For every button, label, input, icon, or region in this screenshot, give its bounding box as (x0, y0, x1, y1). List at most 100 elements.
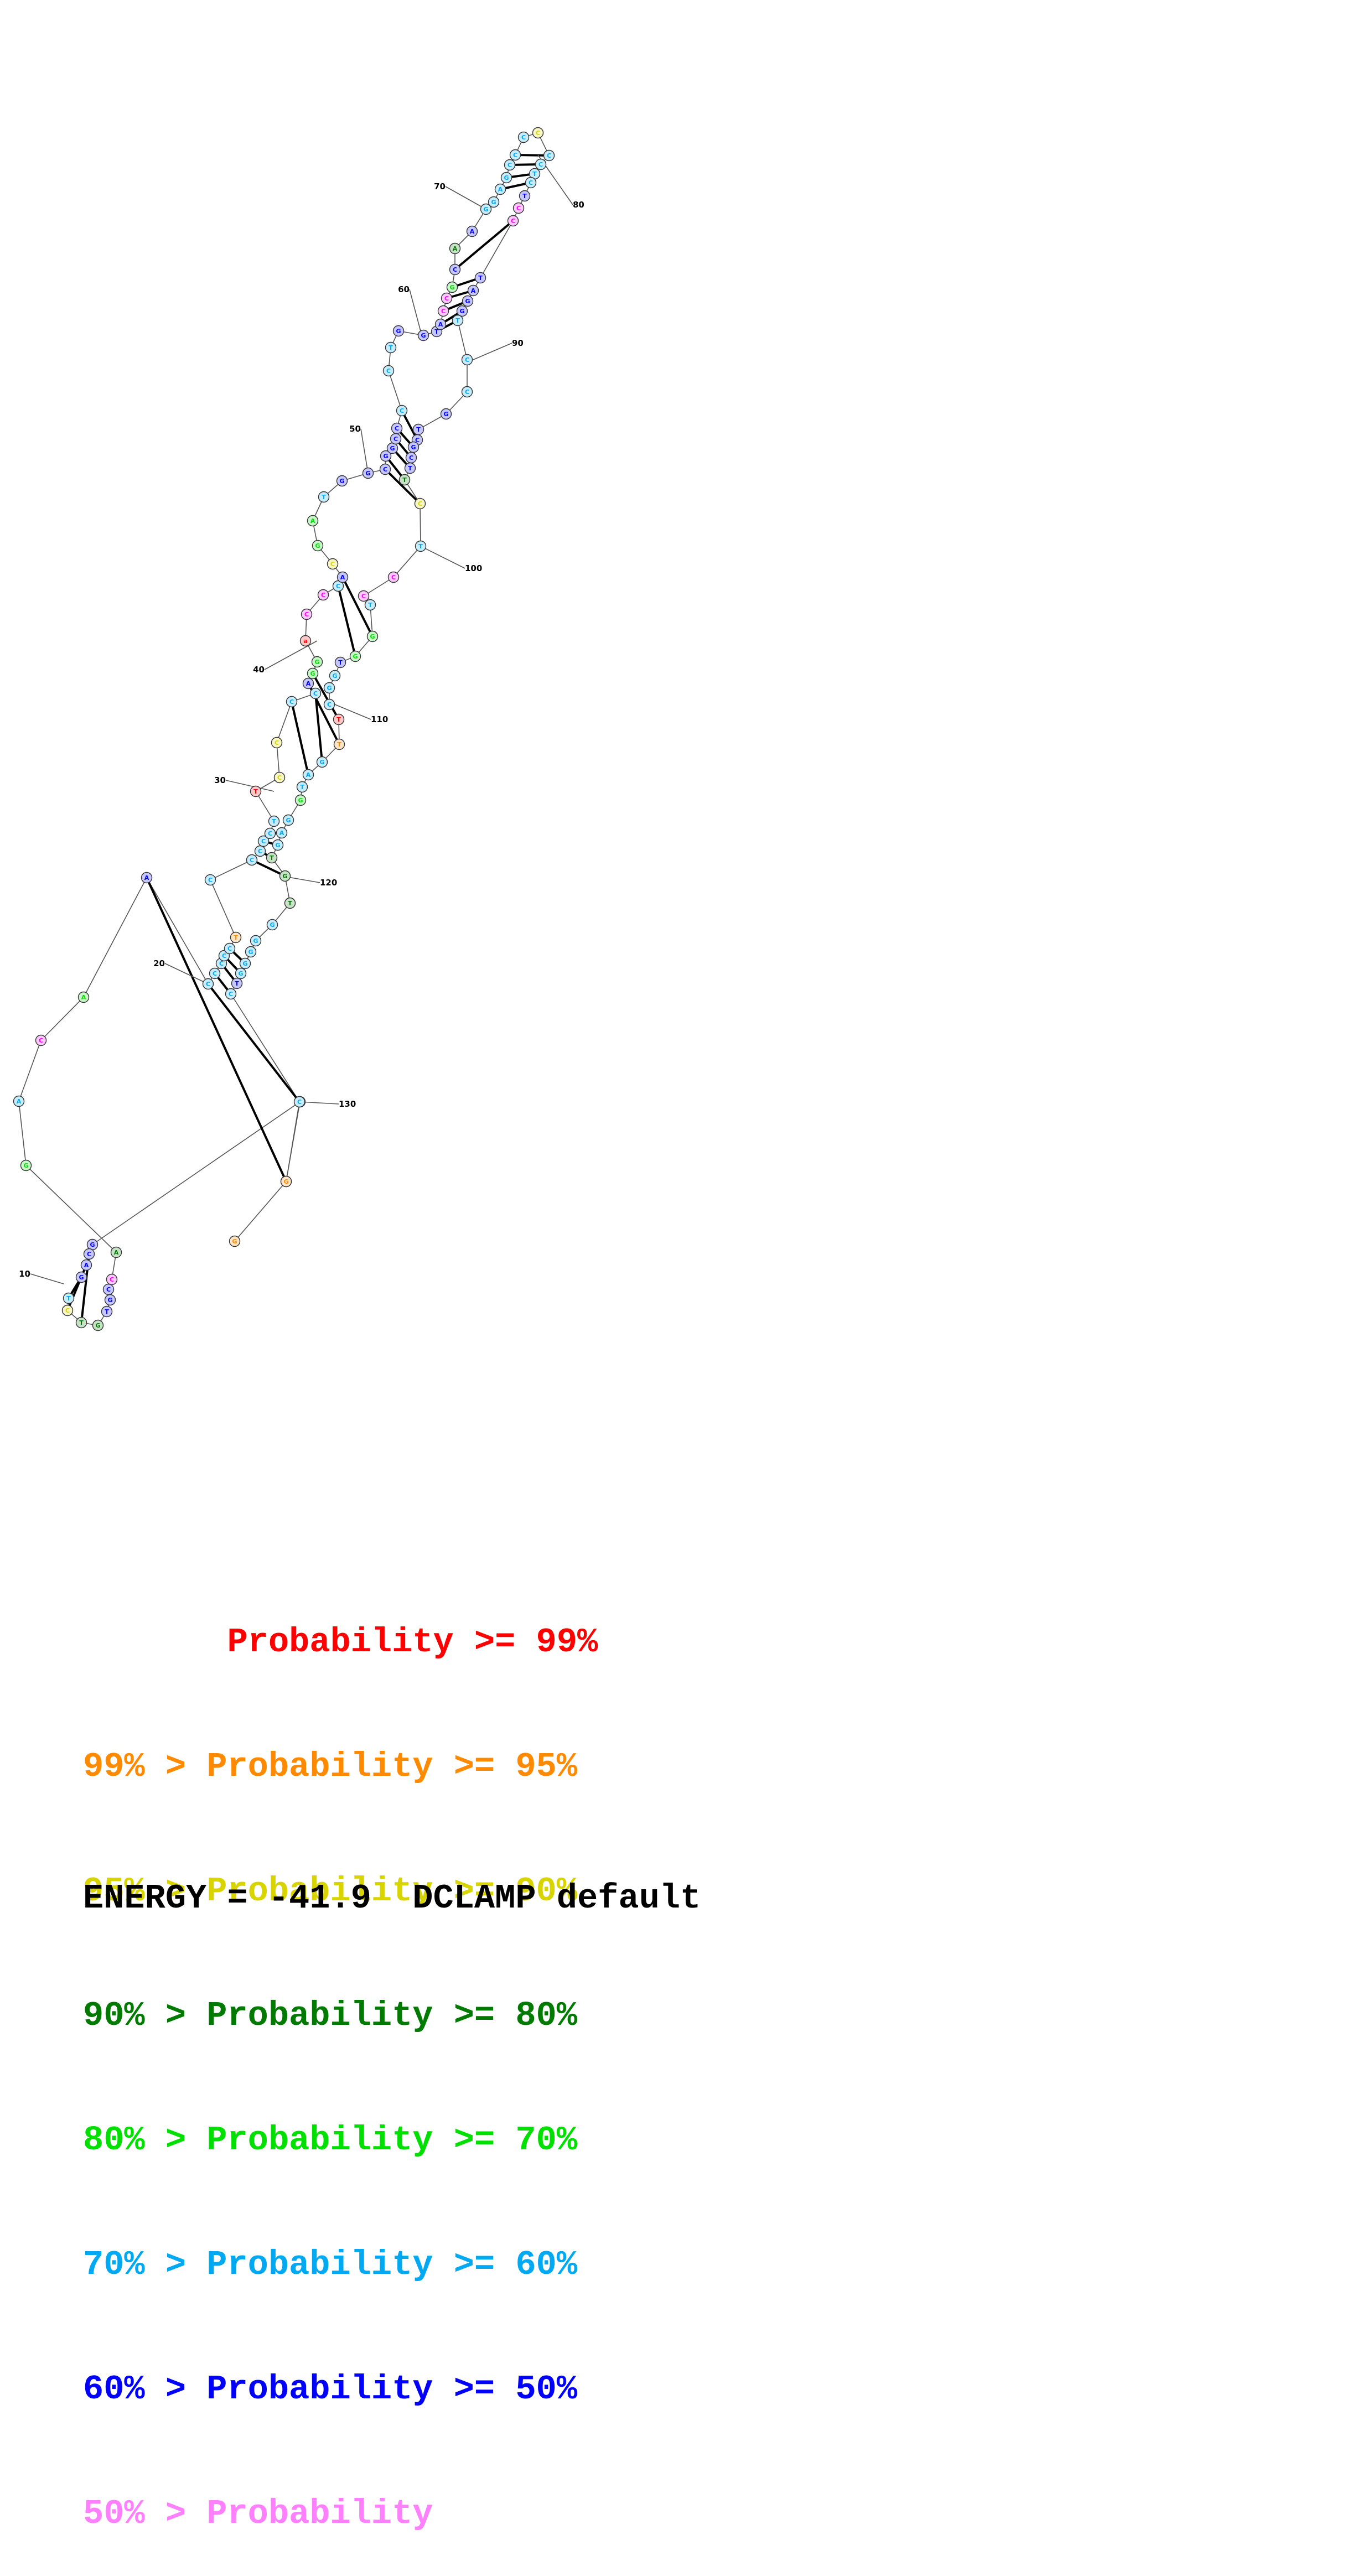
nucleotide: C (543, 149, 555, 162)
nucleotide: A (276, 827, 288, 839)
nucleotide-base-label: C (330, 561, 335, 568)
nucleotide-base-label: T (79, 1319, 84, 1326)
nucleotide-circle (509, 149, 521, 161)
nucleotide: C (405, 452, 417, 464)
nucleotide-base-label: C (409, 454, 413, 462)
position-tick (164, 963, 209, 984)
nucleotide-circle (398, 474, 411, 486)
nucleotide-circle (500, 172, 512, 184)
nucleotide-base-label: T (402, 476, 407, 484)
nucleotide: C (323, 698, 335, 711)
nucleotide-circle (204, 874, 216, 886)
nucleotide: C (273, 771, 286, 784)
nucleotide: G (336, 475, 348, 487)
nucleotide: G (407, 441, 420, 453)
nucleotide-base-label: T (235, 980, 239, 987)
base-pair-bond (337, 585, 356, 657)
nucleotide-base-label: C (261, 838, 266, 845)
legend-line: 50% > Probability (83, 2494, 433, 2533)
backbone-segment (255, 791, 275, 822)
nucleotide: C (449, 263, 461, 276)
nucleotide-base-label: G (107, 1297, 112, 1304)
nucleotide-base-label: G (390, 445, 395, 452)
nucleotide: G (488, 196, 500, 208)
nucleotide-base-label: C (361, 593, 366, 600)
nucleotide-circle (446, 281, 458, 293)
nucleotide: C (293, 1096, 306, 1108)
nucleotide-base-label: G (238, 970, 243, 977)
nucleotide-circle (246, 854, 258, 866)
nucleotide: A (449, 242, 461, 255)
nucleotide: C (525, 177, 537, 189)
nucleotide: C (535, 158, 547, 170)
nucleotide-base-label: G (491, 199, 496, 206)
nucleotide-circle (358, 590, 370, 602)
nucleotide: C (102, 1283, 115, 1295)
nucleotide-circle (488, 196, 500, 208)
nucleotide-circle (323, 682, 335, 694)
nucleotide-circle (83, 1248, 95, 1260)
nucleotide: G (386, 442, 398, 454)
position-label: 90 (512, 338, 524, 348)
nucleotide-base-label: A (144, 874, 149, 882)
nucleotide-base-label: C (297, 1098, 302, 1106)
nucleotide-circle (312, 540, 324, 552)
nucleotide-base-label: T (253, 788, 258, 795)
nucleotide: C (301, 608, 313, 620)
nucleotide-circle (276, 827, 288, 839)
nucleotide-circle (309, 687, 322, 699)
backbone-segment (480, 220, 514, 278)
nucleotide: C (271, 737, 283, 749)
nucleotide: C (264, 827, 276, 839)
base-pair-bond (341, 577, 374, 637)
nucleotide-circle (294, 794, 307, 806)
base-pair-bond (207, 983, 301, 1103)
nucleotide-circle (392, 325, 405, 337)
nucleotide: T (474, 272, 486, 284)
nucleotide: A (434, 318, 447, 330)
nucleotide: A (494, 183, 506, 195)
nucleotide-base-label: C (289, 698, 294, 706)
nucleotide-circle (366, 630, 379, 642)
nucleotide-base-label: G (319, 759, 324, 766)
backbone-segment (40, 997, 84, 1041)
nucleotide-base-label: C (268, 830, 272, 837)
nucleotide: C (532, 127, 544, 139)
position-label: 40 (253, 665, 265, 675)
nucleotide-base-label: G (315, 542, 320, 550)
nucleotide-base-label: C (516, 205, 521, 212)
nucleotide-base-label: G (314, 659, 319, 666)
nucleotide-base-label: G (23, 1162, 28, 1169)
nucleotide: G (266, 919, 278, 931)
nucleotide: T (230, 931, 242, 944)
position-label: 30 (214, 775, 226, 785)
nucleotide: T (529, 168, 541, 180)
nucleotide-circle (110, 1246, 122, 1258)
nucleotide: T (415, 540, 427, 552)
nucleotide-circle (467, 284, 479, 297)
nucleotide-base-label: G (339, 478, 344, 485)
nucleotide-circle (279, 870, 291, 882)
nucleotide: C (327, 558, 339, 570)
nucleotide-base-label: T (288, 900, 292, 907)
nucleotide-base-label: T (416, 426, 421, 433)
nucleotide-circle (230, 931, 242, 944)
position-label: 100 (465, 563, 482, 573)
nucleotide-circle (254, 845, 266, 857)
base-pair-bond (251, 859, 286, 877)
nucleotide-circle (512, 202, 525, 214)
nucleotide-base-label: C (65, 1307, 70, 1314)
nucleotide-circle (296, 781, 308, 793)
legend-line: 90% > Probability >= 80% (83, 1996, 577, 2035)
nucleotide-circle (317, 589, 329, 601)
position-label: 130 (339, 1099, 356, 1109)
nucleotide-circle (77, 991, 90, 1003)
position-label: 60 (398, 284, 410, 294)
nucleotide-base-label: G (270, 921, 275, 929)
nucleotide-circle (474, 272, 486, 284)
nucleotide: T (231, 977, 243, 989)
position-tick (299, 1101, 339, 1105)
nucleotide-base-label: C (275, 739, 279, 747)
legend-line: 99% > Probability >= 95% (83, 1747, 577, 1786)
backbone-segment (18, 1040, 42, 1102)
